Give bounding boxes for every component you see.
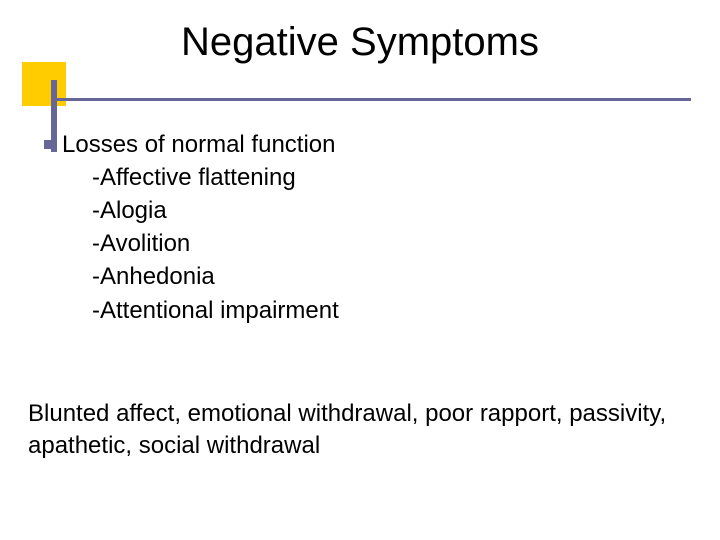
decorative-horizontal-bar: [51, 98, 691, 101]
sub-bullet: -Attentional impairment: [44, 294, 684, 327]
slide-body: Losses of normal function -Affective fla…: [44, 128, 684, 327]
sub-bullet: -Affective flattening: [44, 161, 684, 194]
slide-title: Negative Symptoms: [0, 20, 720, 65]
sub-bullet: -Alogia: [44, 194, 684, 227]
square-bullet-icon: [44, 140, 53, 149]
sub-bullet: -Avolition: [44, 227, 684, 260]
summary-text: Blunted affect, emotional withdrawal, po…: [28, 398, 693, 463]
main-bullet-text: Losses of normal function: [62, 131, 335, 158]
slide-container: Negative Symptoms Losses of normal funct…: [0, 0, 720, 540]
sub-bullet: -Anhedonia: [44, 260, 684, 293]
main-bullet: Losses of normal function: [44, 128, 684, 161]
